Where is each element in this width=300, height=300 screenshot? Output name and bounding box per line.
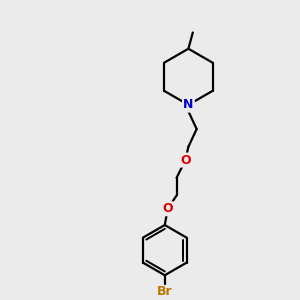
Text: N: N xyxy=(183,98,194,111)
Text: O: O xyxy=(180,154,191,166)
Text: Br: Br xyxy=(157,285,172,298)
Text: O: O xyxy=(162,202,173,215)
